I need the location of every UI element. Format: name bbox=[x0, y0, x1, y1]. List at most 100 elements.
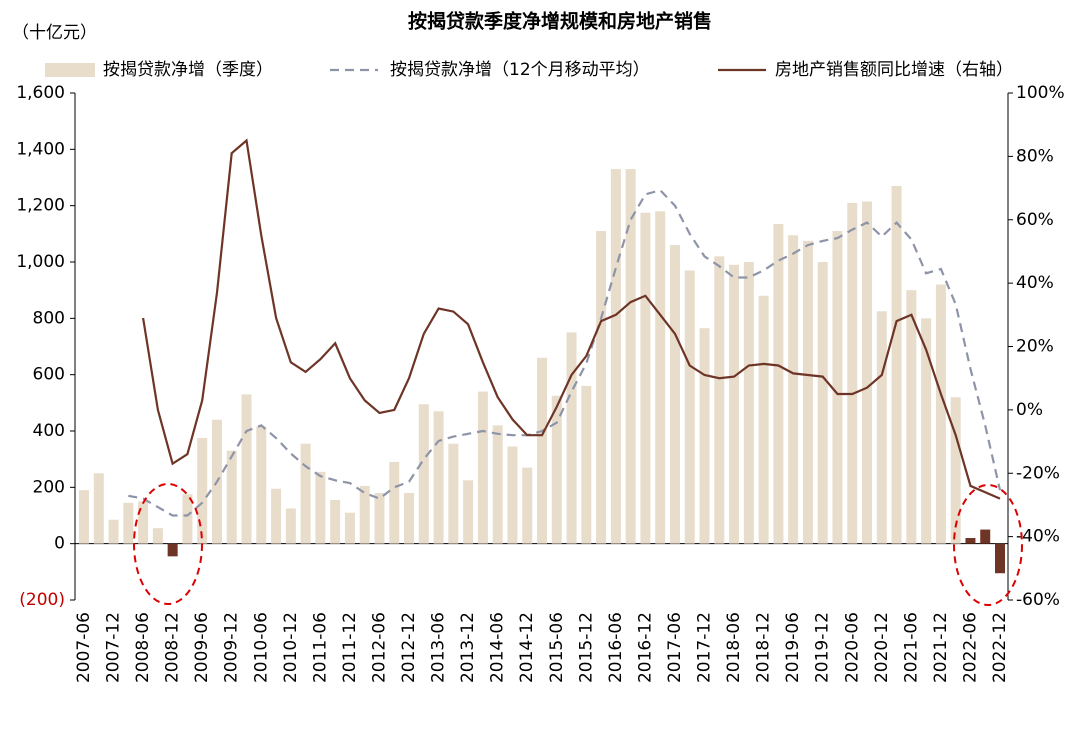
y-tick-label: 1,400 bbox=[16, 139, 65, 159]
bar bbox=[152, 528, 163, 544]
bar bbox=[699, 328, 710, 544]
bar bbox=[241, 394, 252, 544]
x-tick-label: 2019-06 bbox=[783, 612, 803, 683]
chart-title: 按揭贷款季度净增规模和房地产销售 bbox=[408, 10, 712, 33]
bar bbox=[108, 519, 119, 544]
bar bbox=[330, 500, 341, 544]
x-tick-label: 2017-06 bbox=[665, 612, 685, 683]
bar bbox=[876, 311, 887, 544]
x-tick-label: 2020-06 bbox=[842, 612, 862, 683]
bar bbox=[729, 264, 740, 544]
legend-swatch bbox=[45, 63, 95, 77]
bar bbox=[448, 443, 459, 544]
bar bbox=[891, 185, 902, 544]
x-tick-label: 2016-06 bbox=[606, 612, 626, 683]
x-tick-label: 2015-06 bbox=[547, 612, 567, 683]
y-axis-unit: （十亿元） bbox=[12, 23, 97, 43]
y-tick-label: 400 bbox=[33, 421, 65, 441]
x-tick-label: 2011-12 bbox=[340, 612, 360, 683]
y-tick-label: 1,600 bbox=[16, 83, 65, 103]
x-tick-label: 2010-12 bbox=[281, 612, 301, 683]
x-tick-label: 2019-12 bbox=[813, 612, 833, 683]
x-tick-label: 2021-12 bbox=[931, 612, 951, 683]
bar bbox=[418, 404, 429, 544]
bar bbox=[507, 446, 518, 544]
x-tick-label: 2009-06 bbox=[192, 612, 212, 683]
bar bbox=[197, 438, 208, 544]
y-tick-label: 600 bbox=[33, 365, 65, 385]
bar bbox=[256, 426, 267, 544]
bar bbox=[477, 391, 488, 544]
legend-label: 房地产销售额同比增速（右轴） bbox=[775, 60, 1013, 80]
bar bbox=[551, 395, 562, 544]
x-tick-label: 2018-12 bbox=[754, 612, 774, 683]
legend-label: 按揭贷款净增（季度） bbox=[103, 60, 273, 80]
x-tick-label: 2013-12 bbox=[458, 612, 478, 683]
y2-tick-label: -40% bbox=[1016, 527, 1060, 547]
bar bbox=[463, 480, 474, 544]
bar bbox=[285, 508, 296, 544]
x-tick-label: 2008-06 bbox=[133, 612, 153, 683]
bar bbox=[138, 501, 149, 544]
bar bbox=[300, 443, 311, 544]
bar bbox=[610, 169, 621, 544]
bar bbox=[315, 471, 326, 544]
bar bbox=[935, 284, 946, 544]
bar bbox=[625, 169, 636, 544]
x-tick-label: 2020-12 bbox=[872, 612, 892, 683]
y-tick-label: (200) bbox=[19, 590, 65, 610]
x-tick-label: 2015-12 bbox=[576, 612, 596, 683]
y2-tick-label: 20% bbox=[1016, 337, 1054, 357]
x-tick-label: 2010-06 bbox=[251, 612, 271, 683]
y-tick-label: 1,000 bbox=[16, 252, 65, 272]
y-tick-label: 200 bbox=[33, 477, 65, 497]
bar bbox=[271, 488, 282, 544]
x-tick-label: 2018-06 bbox=[724, 612, 744, 683]
x-tick-label: 2013-06 bbox=[429, 612, 449, 683]
bar bbox=[79, 490, 89, 544]
x-tick-label: 2007-12 bbox=[104, 612, 124, 683]
y-tick-label: 800 bbox=[33, 308, 65, 328]
x-tick-label: 2022-06 bbox=[960, 612, 980, 683]
y-tick-label: 0 bbox=[54, 534, 65, 554]
bar bbox=[669, 245, 680, 544]
y2-tick-label: 80% bbox=[1016, 146, 1054, 166]
bar bbox=[832, 231, 843, 544]
y2-tick-label: 100% bbox=[1016, 83, 1065, 103]
bar bbox=[404, 492, 415, 544]
bar bbox=[93, 473, 104, 544]
bar bbox=[950, 397, 961, 544]
y2-tick-label: 60% bbox=[1016, 210, 1054, 230]
bar bbox=[581, 385, 592, 544]
bar bbox=[965, 538, 976, 544]
x-tick-label: 2008-12 bbox=[163, 612, 183, 683]
bar bbox=[788, 235, 799, 544]
bar bbox=[226, 450, 237, 544]
x-tick-label: 2014-06 bbox=[488, 612, 508, 683]
bar bbox=[817, 262, 828, 544]
x-tick-label: 2007-06 bbox=[74, 612, 94, 683]
y2-tick-label: 40% bbox=[1016, 273, 1054, 293]
bar bbox=[492, 425, 503, 544]
bar bbox=[389, 461, 400, 544]
x-tick-label: 2009-12 bbox=[222, 612, 242, 683]
bar bbox=[344, 512, 355, 544]
line bbox=[142, 138, 1001, 500]
y2-tick-label: -60% bbox=[1016, 590, 1060, 610]
highlight-ellipse bbox=[133, 483, 203, 605]
bar bbox=[537, 357, 547, 544]
legend-label: 按揭贷款净增（12个月移动平均） bbox=[390, 60, 650, 80]
bar bbox=[640, 212, 651, 544]
dashed-line bbox=[128, 188, 1002, 517]
highlight-ellipse bbox=[953, 484, 1023, 606]
bar bbox=[980, 529, 991, 544]
bar bbox=[167, 543, 178, 557]
bar bbox=[847, 202, 858, 544]
bar bbox=[758, 295, 769, 544]
bar bbox=[522, 467, 533, 544]
bar bbox=[566, 332, 577, 544]
x-tick-label: 2011-06 bbox=[310, 612, 330, 683]
bar bbox=[743, 262, 754, 544]
bar bbox=[374, 492, 385, 544]
